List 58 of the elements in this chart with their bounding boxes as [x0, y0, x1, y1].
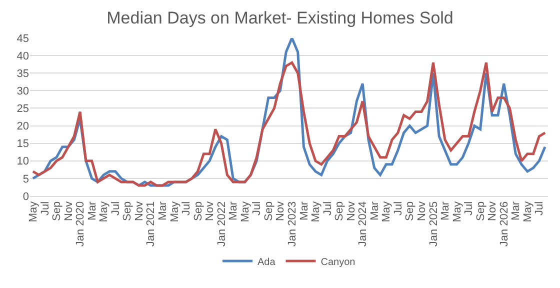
- y-tick-label: 25: [16, 103, 29, 116]
- y-tick-label: 5: [22, 173, 29, 186]
- x-tick-label: Mar: [510, 201, 522, 220]
- x-tick-label: Jul: [463, 201, 476, 216]
- x-tick-label: Jan 2021: [145, 201, 158, 247]
- x-tick-label: Mar: [368, 201, 381, 220]
- x-tick-label: May: [310, 200, 322, 222]
- x-tick-label: Jul: [392, 201, 404, 216]
- x-tick-label: Nov: [133, 200, 146, 221]
- x-tick-label: Nov: [62, 200, 75, 221]
- x-tick-label: Sep: [474, 201, 487, 221]
- line-series: [32, 61, 546, 187]
- x-tick-label: Mar: [440, 201, 452, 220]
- x-tick-label: Sep: [51, 201, 64, 221]
- x-tick-label: Jan 2026: [498, 201, 510, 247]
- legend-label: Canyon: [320, 256, 356, 268]
- x-tick-label: Jan 2022: [216, 201, 228, 247]
- y-tick-label: 40: [16, 50, 29, 62]
- x-tick-label: Jul: [251, 201, 264, 216]
- x-tick-label: Jan 2023: [286, 201, 299, 247]
- x-tick-label: Sep: [122, 201, 134, 221]
- x-tick-label: Jan 2024: [357, 201, 370, 247]
- y-tick-label: 30: [16, 86, 29, 98]
- y-tick-label: 45: [16, 32, 29, 45]
- x-tick-label: Jan 2025: [428, 201, 440, 247]
- y-tick-label: 10: [16, 156, 29, 168]
- x-tick-label: Nov: [486, 200, 499, 221]
- x-tick-label: Nov: [204, 200, 216, 221]
- x-tick-label: Sep: [262, 201, 275, 221]
- x-tick-label: Jul: [322, 201, 334, 216]
- x-tick-label: May: [98, 200, 110, 222]
- x-tick-label: Jul: [39, 201, 52, 216]
- x-tick-label: Mar: [228, 201, 240, 220]
- x-tick-label: Sep: [192, 201, 204, 221]
- y-tick-label: 35: [16, 68, 29, 80]
- x-tick-label: May: [451, 200, 464, 222]
- legend-label: Ada: [258, 256, 276, 268]
- x-tick-label: Jul: [110, 201, 122, 216]
- x-tick-label: Nov: [416, 200, 428, 221]
- x-tick-label: May: [28, 200, 40, 222]
- x-tick-label: May: [168, 200, 181, 222]
- x-tick-label: Mar: [298, 201, 310, 220]
- x-tick-label: Nov: [345, 200, 358, 221]
- y-tick-label: 0: [22, 190, 29, 203]
- x-tick-label: Mar: [86, 201, 98, 220]
- x-tick-label: Mar: [157, 201, 170, 220]
- x-tick-label: May: [522, 200, 534, 222]
- x-tick-label: Nov: [274, 200, 287, 221]
- x-tick-label: May: [380, 200, 393, 222]
- chart-title: Median Days on Market- Existing Homes Sold: [106, 8, 454, 28]
- x-tick-label: Jul: [180, 201, 193, 216]
- x-tick-label: Jan 2020: [74, 201, 87, 247]
- y-tick-label: 15: [16, 138, 29, 150]
- x-tick-label: May: [239, 200, 252, 222]
- x-tick-label: Jul: [534, 201, 546, 216]
- x-tick-label: Sep: [334, 201, 346, 221]
- y-tick-label: 20: [16, 120, 29, 133]
- x-tick-label: Sep: [404, 201, 416, 221]
